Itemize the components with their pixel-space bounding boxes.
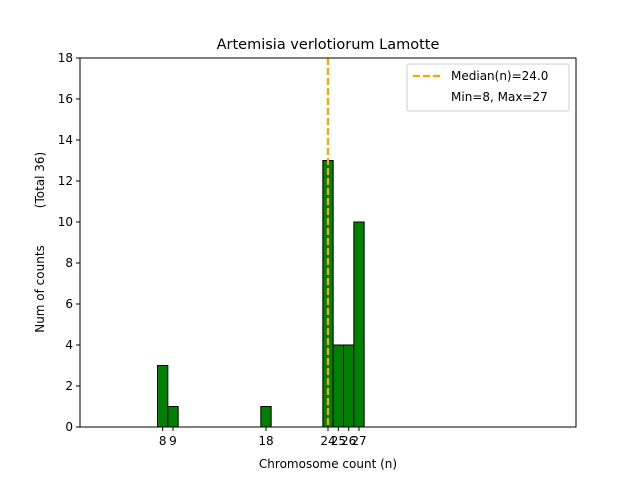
bar-18 (260, 406, 272, 428)
y-tick-label-18: 18 (58, 51, 73, 65)
y-tick-label-14: 14 (58, 133, 73, 147)
legend-box (406, 63, 570, 112)
x-tick-label-18: 18 (258, 434, 273, 448)
x-axis-label: Chromosome count (n) (259, 457, 397, 471)
y-tick-label-10: 10 (58, 215, 73, 229)
x-tick-label-8: 8 (159, 434, 167, 448)
y-axis-label: Num of counts (33, 245, 47, 333)
y-tick-label-8: 8 (65, 256, 73, 270)
bar-26 (343, 344, 355, 428)
y-axis-total-label: (Total 36) (33, 152, 47, 208)
x-tick-label-9: 9 (169, 434, 177, 448)
y-tick-label-2: 2 (65, 379, 73, 393)
x-tick-label-24: 24 (320, 434, 335, 448)
legend-range-label: Min=8, Max=27 (451, 90, 548, 104)
legend: Median(n)=24.0 Min=8, Max=27 (406, 63, 570, 112)
y-tick-label-4: 4 (65, 338, 73, 352)
chart-title: Artemisia verlotiorum Lamotte (217, 37, 440, 53)
x-tick-label-27: 27 (351, 434, 366, 448)
x-tick-label-25: 25 (331, 434, 346, 448)
y-tick-label-12: 12 (58, 174, 73, 188)
bar-27 (353, 221, 365, 428)
bar-8 (157, 365, 169, 428)
legend-median-label: Median(n)=24.0 (451, 69, 548, 83)
y-tick-label-6: 6 (65, 297, 73, 311)
x-tick-label-26: 26 (341, 434, 356, 448)
bar-9 (167, 406, 179, 428)
bar-25 (332, 344, 344, 428)
y-tick-label-0: 0 (65, 420, 73, 434)
y-tick-label-16: 16 (58, 92, 73, 106)
